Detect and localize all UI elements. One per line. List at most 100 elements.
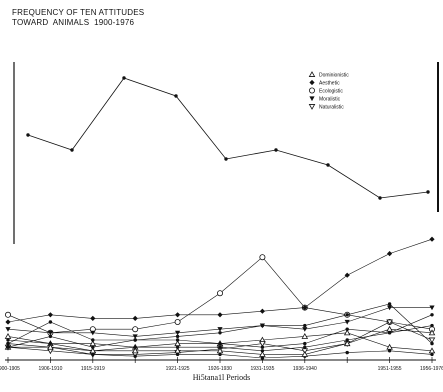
x-tick-label-9: 1951-1955 [378,366,402,372]
lower-series-7-point-6 [260,356,265,360]
lower-series-6-point-5 [218,345,222,349]
chart-title-line-2: TOWARD ANIMALS 1900-1976 [12,18,135,27]
legend-label-1: Aesthetic [319,81,340,87]
lower-series-9-point-6 [260,345,265,349]
lower-series-2-point-1 [47,330,53,336]
x-axis-label: Hi5tana1l Periods [192,373,251,382]
legend-label-3: Moralistic [319,97,341,103]
lower-series-3-point-0 [4,332,12,339]
lower-series-6-point-7 [303,345,307,349]
lower-series-2-point-2 [90,330,96,336]
legend-marker-4 [308,104,316,110]
x-tick-label-10: 1956-1976 [420,366,443,372]
lower-series-4-point-10 [428,337,436,344]
lower-series-2-point-10 [429,305,435,311]
lower-series-8-point-3 [131,347,139,354]
lower-series-9-point-1 [48,334,53,339]
upper-series-point-5 [274,148,278,152]
lower-series-0-point-5 [216,290,223,297]
lower-series-5-point-1 [48,320,53,324]
lower-series-6-point-6 [260,349,265,353]
lower-series-9-point-8 [345,327,349,331]
upper-series-point-1 [70,148,74,152]
lower-series-8-point-5 [216,347,224,354]
lower-series-9-point-5 [218,341,222,346]
lower-series-2-point-8 [344,319,350,325]
lower-series-6-point-1 [48,341,53,346]
lower-series-1-point-10 [429,236,435,242]
legend-marker-1 [309,79,315,86]
lower-series-5-point-9 [387,302,392,306]
lower-series-0-point-0 [5,311,11,318]
x-tick-label-7: 1936-1940 [293,366,317,372]
lower-series-1-point-2 [90,315,96,321]
upper-series-point-6 [326,163,330,167]
upper-series-point-4 [224,157,228,161]
lower-series-9-point-3 [133,338,137,342]
lower-series-8-point-1 [47,343,54,350]
lower-series-7-point-4 [175,352,180,357]
upper-series-point-7 [378,196,382,200]
lower-series-7-point-2 [91,352,95,357]
lower-series-2-point-0 [5,327,11,332]
lower-series-8-point-7 [301,350,309,357]
upper-series-point-0 [26,133,30,137]
lower-series-1-point-5 [217,312,223,318]
lower-series-6-point-0 [6,338,10,342]
x-tick-label-2: 1915-1919 [81,366,105,372]
legend-marker-3 [309,96,315,102]
lower-series-1-point-0 [5,319,11,325]
x-tick-label-5: 1926-1930 [208,366,232,372]
lower-series-2-point-4 [175,330,181,336]
lower-series-2-point-3 [132,334,138,339]
legend-marker-0 [308,71,316,77]
lower-series-6-point-10 [430,323,434,328]
legend-label-0: Dominionistic [319,73,349,79]
lower-series-7-point-8 [345,350,349,355]
x-tick-label-0: 1900-1905 [0,366,20,372]
lower-series-4-point-6 [259,341,266,348]
lower-series-3-point-7 [301,332,309,339]
lower-series-1-point-1 [47,312,53,318]
lower-series-8-point-2 [89,347,97,354]
legend-label-4: Naturalistic [319,105,344,111]
lower-series-9-point-4 [175,338,180,342]
lower-series-8-point-9 [386,325,393,332]
lower-series-3-point-8 [343,329,351,336]
lower-series-7-point-3 [133,354,137,358]
lower-series-8-point-10 [428,329,436,336]
lower-series-1-point-7 [302,305,308,311]
x-tick-label-4: 1921-1925 [166,366,190,372]
legend-label-2: Ecologistic [319,89,343,95]
lower-series-4-point-9 [386,319,393,326]
lower-series-6-point-3 [133,345,137,349]
lower-series-1-point-9 [387,251,393,257]
lower-series-9-point-9 [387,331,392,335]
x-tick-label-1: 1906-1910 [38,366,62,372]
lower-series-0-point-3 [132,326,139,333]
lower-series-7-point-9 [387,349,392,353]
lower-series-3-point-9 [386,343,393,350]
lower-series-6-point-4 [175,345,180,349]
lower-series-5-point-8 [345,313,349,317]
lower-series-1-point-8 [344,272,350,278]
lower-series-1-point-3 [132,315,138,321]
lower-series-7-point-10 [430,352,434,357]
lower-series-9-point-2 [91,345,95,349]
lower-series-5-point-10 [430,341,434,346]
upper-series-point-3 [174,94,178,98]
upper-series-point-2 [122,76,126,80]
lower-series-0-point-6 [259,254,266,261]
lower-series-5-point-4 [175,334,180,339]
lower-series-1-point-4 [175,312,181,318]
lower-series-9-point-7 [303,341,307,346]
lower-series-8-point-8 [343,340,351,347]
legend-marker-2 [308,87,315,94]
lower-series-2-point-5 [217,327,223,332]
lower-series-2-point-9 [387,305,393,311]
lower-series-8-point-6 [259,350,266,357]
lower-series-2-point-7 [302,327,308,332]
chart-title: FREQUENCY OF TEN ATTITUDES TOWARD ANIMAL… [12,8,144,28]
lower-series-7-point-5 [218,352,222,357]
lower-series-6-point-8 [345,338,349,342]
